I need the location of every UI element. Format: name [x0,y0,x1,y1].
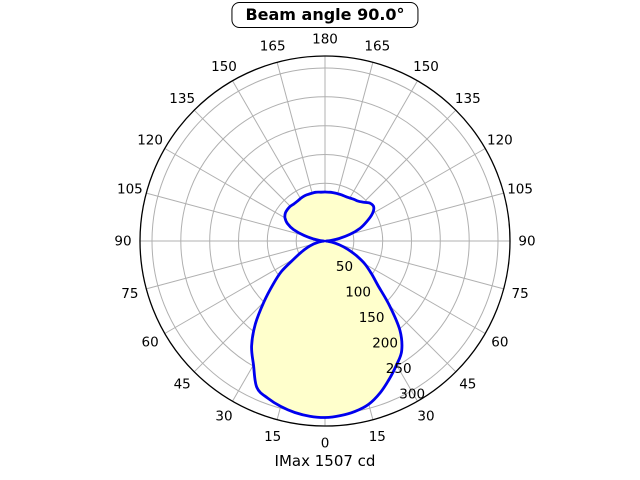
angle-tick-label: 30 [215,409,232,425]
angle-tick-label: 180 [312,32,338,48]
radial-tick-label: 250 [386,361,412,377]
angle-tick-label: 150 [211,59,237,75]
angle-gridline [146,240,326,290]
angle-tick-label: 120 [137,133,163,149]
imax-annotation: IMax 1507 cd [274,452,376,470]
radial-tick-label: 150 [359,310,385,326]
radial-tick-label: 200 [372,336,398,352]
outer-circle [139,55,511,427]
angle-tick-label: 150 [413,59,439,75]
angle-tick-label: 90 [518,234,535,250]
angle-tick-label: 135 [169,91,195,107]
angle-tick-label: 45 [174,377,191,393]
radial-tick-label: 50 [336,259,353,275]
angle-tick-label: 30 [417,409,434,425]
angle-tick-label: 15 [264,429,281,445]
chart-title: Beam angle 90.0° [231,2,419,28]
angle-tick-label: 60 [142,335,159,351]
angle-tick-label: 165 [260,39,286,55]
radial-tick-label: 100 [345,285,371,301]
intensity-curve [250,190,404,419]
angle-tick-label: 135 [455,91,481,107]
angle-tick-label: 120 [487,133,513,149]
radial-tick-label: 300 [399,387,425,403]
angle-tick-label: 45 [459,377,476,393]
angle-tick-label: 165 [364,39,390,55]
angle-tick-label: 105 [507,181,533,197]
angle-tick-label: 60 [491,335,508,351]
angle-tick-label: 0 [321,436,330,452]
angle-gridline [146,192,326,242]
angle-tick-label: 75 [512,286,529,302]
angle-tick-label: 15 [369,429,386,445]
angle-tick-label: 75 [121,286,138,302]
angle-gridline [324,240,504,290]
angle-tick-label: 105 [117,181,143,197]
angle-tick-label: 90 [114,234,131,250]
